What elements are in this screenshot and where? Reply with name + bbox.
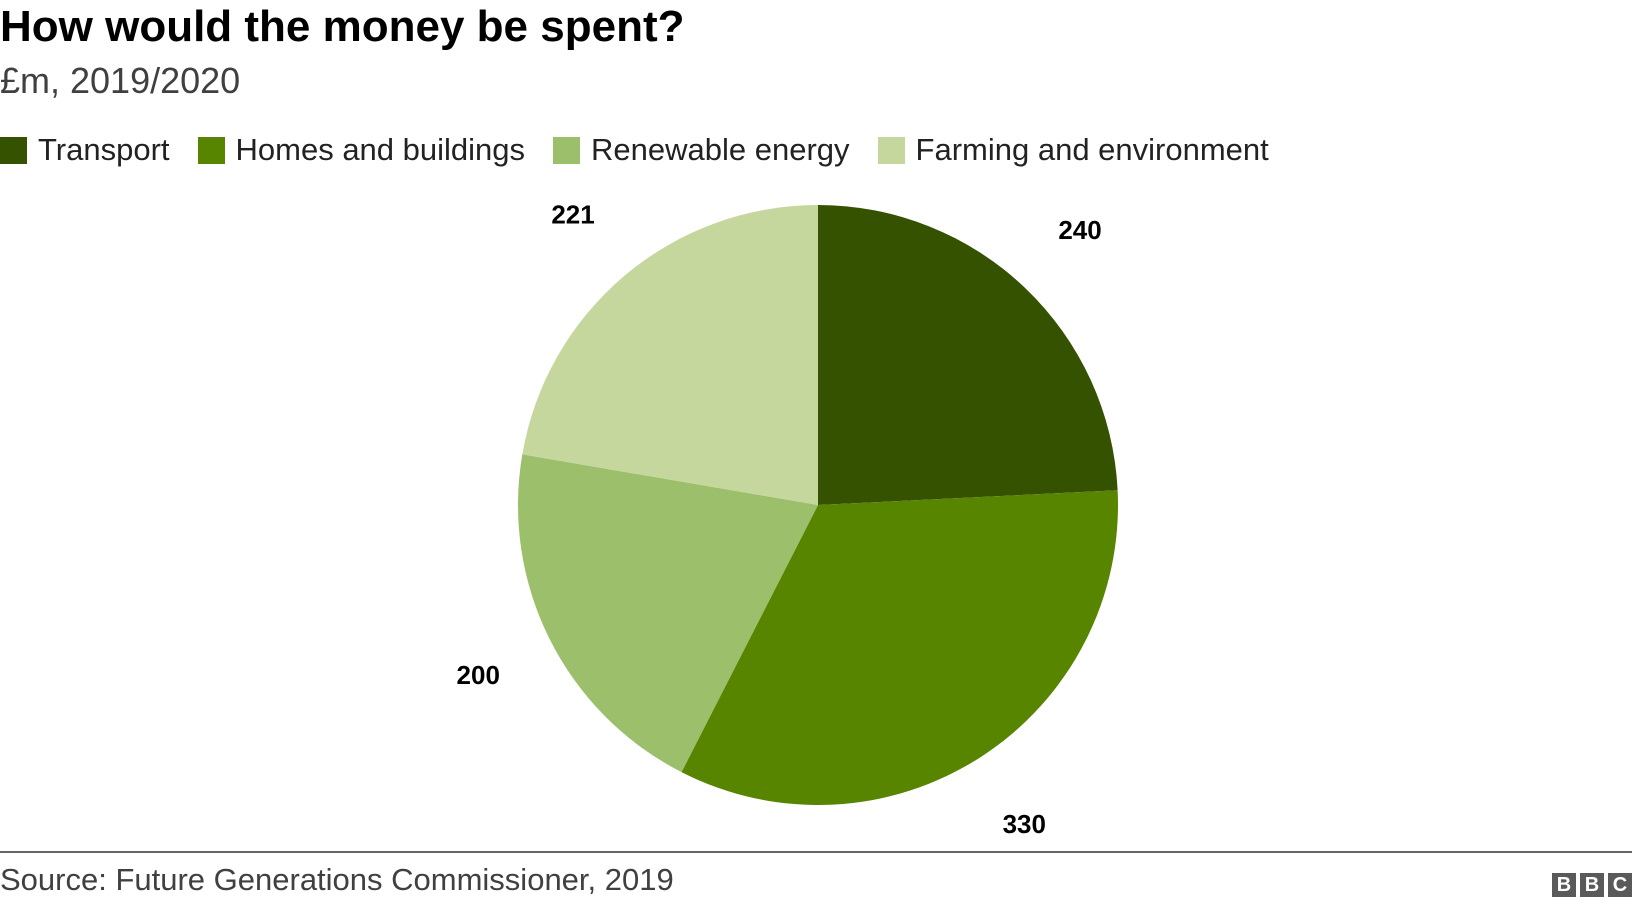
pie-slice-homes-and-buildings — [681, 490, 1119, 806]
pie-chart: 240 330 200 221 — [457, 200, 1119, 839]
legend-swatch — [0, 136, 27, 164]
legend-swatch — [197, 136, 225, 164]
legend-label: Transport — [38, 132, 170, 167]
legend-swatch — [877, 136, 905, 164]
source-note: Source: Future Generations Commissioner,… — [0, 862, 674, 897]
legend-item-renewable-energy: Renewable energy — [553, 132, 850, 168]
logo-letter: B — [1580, 873, 1604, 897]
pie-slice-renewable-energy — [518, 454, 818, 773]
legend-label: Renewable energy — [591, 132, 850, 167]
legend-swatch — [553, 136, 581, 164]
slice-value-label-farming-and-environment: 221 — [551, 200, 594, 230]
logo-letter: C — [1608, 873, 1632, 897]
slice-value-label-homes-and-buildings: 330 — [1003, 809, 1046, 839]
chart-title: How would the money be spent? — [0, 2, 685, 51]
bbc-logo: B B C — [1548, 873, 1632, 897]
pie-slice-farming-and-environment — [522, 204, 818, 505]
legend-item-transport: Transport — [0, 132, 170, 168]
legend-label: Farming and environment — [915, 132, 1269, 167]
chart-subtitle: £m, 2019/2020 — [0, 60, 241, 101]
footer-divider — [0, 851, 1632, 853]
pie-slice-transport — [818, 205, 1118, 505]
logo-letter: B — [1552, 873, 1576, 897]
legend: Transport Homes and buildings Renewable … — [0, 132, 1297, 168]
slice-value-label-renewable-energy: 200 — [457, 660, 500, 690]
legend-item-homes-and-buildings: Homes and buildings — [197, 132, 526, 168]
legend-label: Homes and buildings — [235, 132, 526, 167]
slice-value-label-transport: 240 — [1058, 215, 1101, 245]
legend-item-farming-and-environment: Farming and environment — [877, 132, 1269, 168]
